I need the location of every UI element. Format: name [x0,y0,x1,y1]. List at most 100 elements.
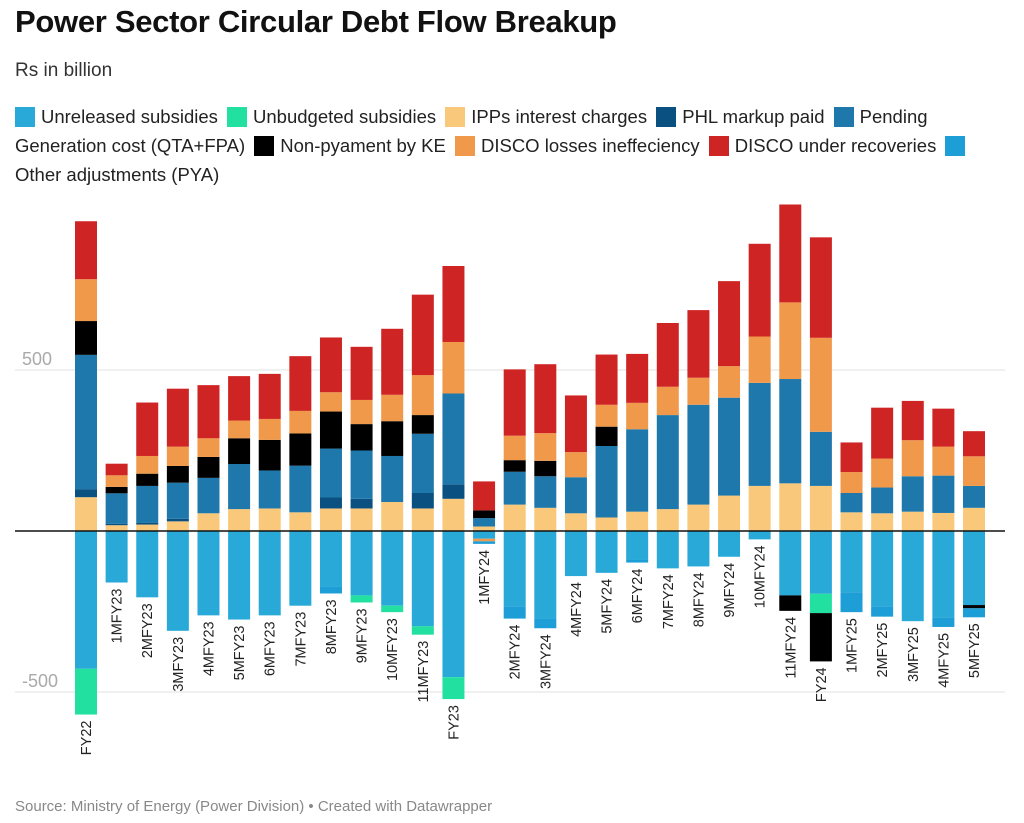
bar-segment [319,448,342,498]
bar-segment [319,531,342,587]
bar-segment [779,531,802,596]
legend-item: Pending Generation cost (QTA+FPA) [15,106,928,156]
bar-segment [779,379,802,484]
bar-segment [136,455,159,474]
legend-swatch [945,136,966,156]
legend-label: IPPs interest charges [471,106,648,127]
bar-segment [840,592,863,613]
bar-segment [718,281,741,367]
bar-segment [779,483,802,531]
bar-segment [809,531,832,594]
x-tick-label: 8MFY24 [691,572,707,627]
bar-segment [228,464,251,510]
bar-segment [75,279,97,322]
bar-segment [75,221,97,280]
legend-swatch [656,107,677,127]
bar-segment [197,385,220,439]
bar-segment [411,294,434,376]
bar-segment [595,426,618,446]
bar-segment [473,541,496,544]
chart-plot: 500 -500 FY22 1MFY23 2MFY23 3MFY23 4MFY23 5MFY2… [15,204,1005,755]
bar-segment [718,531,741,557]
bar-segment [687,310,710,378]
bar-segment [350,595,373,603]
bar-segment [748,485,771,531]
bar-segment [901,511,924,531]
bar-segment [289,433,312,466]
bar-segment [411,415,434,434]
bar-segment [166,446,189,466]
bar-segment [381,421,404,456]
bar-segment [871,487,894,514]
bar-segment [319,508,342,531]
x-tick-label: 3MFY24 [538,634,554,689]
bar-segment [75,489,97,498]
legend-item: PHL markup paid [656,106,824,127]
bar-segment [75,321,97,355]
bar-segment [350,346,373,400]
legend: Unreleased subsidies Unbudgeted subsidie… [15,102,1000,189]
bar-segment [381,328,404,395]
bar-segment [473,538,496,542]
x-tick-label: 9MFY24 [722,563,738,618]
bar-segment [75,668,97,715]
bar-segment [748,336,771,383]
bar-segment [595,517,618,531]
bar-segment [871,513,894,531]
bar-segment [748,243,771,337]
legend-swatch [708,136,729,156]
bar-segment [779,595,802,611]
bar-segment [197,477,220,514]
legend-swatch [254,136,275,156]
legend-item: DISCO under recoveries [708,135,936,156]
bar-segment [197,513,220,531]
bar-segment [473,531,496,539]
bar-segment [840,442,863,473]
bar-segment [534,460,557,477]
bar-segment [411,626,434,635]
bar-segment [809,337,832,432]
bar-segment [228,438,251,465]
legend-swatch [227,107,248,127]
bar-segment [901,476,924,512]
bar-segment [626,531,649,560]
bar-segment [840,512,863,531]
legend-item: Unbudgeted subsidies [227,106,436,127]
bar-segment [136,473,159,486]
bar-segment [687,404,710,505]
bar-segment [809,237,832,338]
bar-segment [442,393,465,485]
bar-segment [166,388,189,447]
x-tick-label: FY24 [814,667,830,702]
bar-segment [228,531,251,620]
chart-title: Power Sector Circular Debt Flow Breakup [15,4,617,39]
x-tick-label: 6MFY24 [630,569,646,624]
bar-segment [411,493,434,509]
y-tick-label: 500 [22,349,52,369]
bar-segment [258,470,281,509]
y-tick-label: -500 [22,671,58,691]
bar-segment [105,523,128,526]
x-tick-label: 9MFY23 [355,608,371,663]
bar-segment [289,465,312,513]
legend-label: Non-pyament by KE [280,135,446,156]
bar-segment [871,606,894,617]
legend-item: Non-pyament by KE [254,135,446,156]
bar-segment [687,377,710,405]
bar-segment [932,617,955,627]
bar-segment [871,531,894,607]
bar-segment [534,364,557,434]
bar-segment [411,531,434,627]
legend-label: PHL markup paid [682,106,825,127]
bar-segment [809,593,832,614]
bar-segment [350,450,373,499]
bar-segment [564,452,587,478]
bar-segment [687,531,710,567]
bar-segment [350,399,373,425]
bar-segment [595,404,618,427]
bar-segment [626,511,649,531]
x-tick-label: 5MFY23 [232,626,248,681]
bar-segment [963,605,985,609]
bar-segment [442,498,465,531]
bar-segment [534,476,557,508]
